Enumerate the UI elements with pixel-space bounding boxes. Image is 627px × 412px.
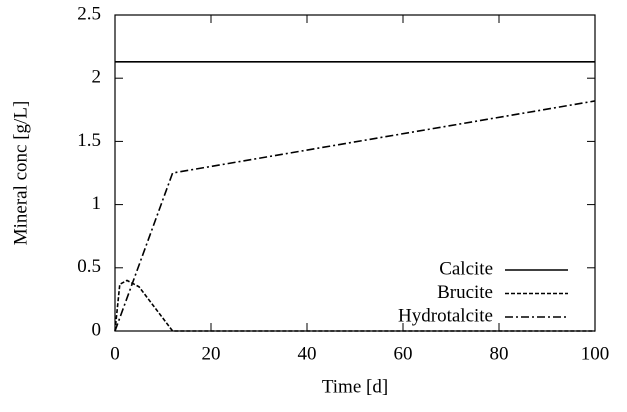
series-line: [114, 100, 596, 332]
x-tick-label: 80: [490, 343, 509, 364]
x-tick-label: 100: [581, 343, 610, 364]
y-tick-label: 0.5: [77, 256, 101, 277]
y-axis-label: Mineral conc [g/L]: [10, 101, 31, 246]
y-tick-label: 1.5: [77, 130, 101, 151]
legend-label: Calcite: [439, 258, 493, 279]
legend-label: Brucite: [437, 282, 493, 303]
x-tick-label: 60: [394, 343, 413, 364]
y-tick-label: 0: [92, 319, 102, 340]
x-tick-label: 40: [298, 343, 317, 364]
y-tick-label: 1: [92, 193, 102, 214]
x-tick-label: 0: [110, 343, 120, 364]
x-axis-label: Time [d]: [322, 376, 388, 397]
x-tick-label: 20: [202, 343, 221, 364]
series-line: [114, 279, 595, 332]
y-tick-label: 2: [92, 67, 102, 88]
legend-label: Hydrotalcite: [398, 305, 493, 326]
y-tick-label: 2.5: [77, 3, 101, 24]
